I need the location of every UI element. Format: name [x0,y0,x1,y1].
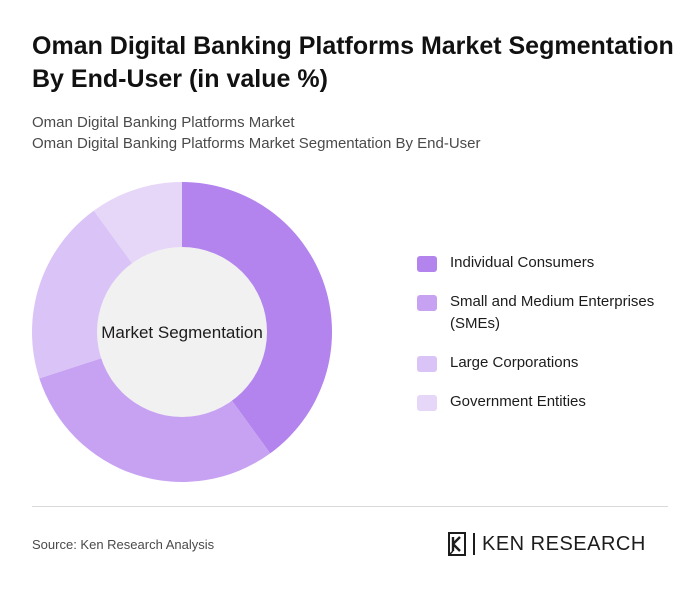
ken-research-k-logo-icon [448,532,466,556]
legend-swatch [417,256,437,272]
footer-divider [32,506,668,507]
legend-label: Large Corporations [450,354,579,371]
subtitle-line-1: Oman Digital Banking Platforms Market [32,114,295,131]
legend-swatch [417,395,437,411]
legend-item: Large Corporations [417,352,687,374]
donut-chart: Market Segmentation [31,182,332,483]
brand-separator [473,533,475,555]
brand-logo: KEN RESEARCH [447,531,646,557]
legend-label: Government Entities [450,393,586,410]
source-note: Source: Ken Research Analysis [32,537,215,552]
legend-label: Small and Medium Enterprises (SMEs) [450,293,655,332]
legend-label: Individual Consumers [450,254,595,271]
legend-item: Government Entities [417,391,687,413]
subtitle-line-2: Oman Digital Banking Platforms Market Se… [32,135,481,152]
legend-swatch [417,295,437,311]
donut-center-hole [97,247,267,417]
legend-item: Small and Medium Enterprises (SMEs) [417,291,687,335]
legend-item: Individual Consumers [417,252,687,274]
chart-legend: Individual Consumers Small and Medium En… [417,252,687,430]
chart-subtitle: Oman Digital Banking Platforms Market Om… [32,112,672,154]
chart-title: Oman Digital Banking Platforms Market Se… [32,32,674,93]
donut-center-label: Market Segmentation [101,323,263,342]
brand-name: KEN RESEARCH [482,532,646,555]
legend-swatch [417,356,437,372]
